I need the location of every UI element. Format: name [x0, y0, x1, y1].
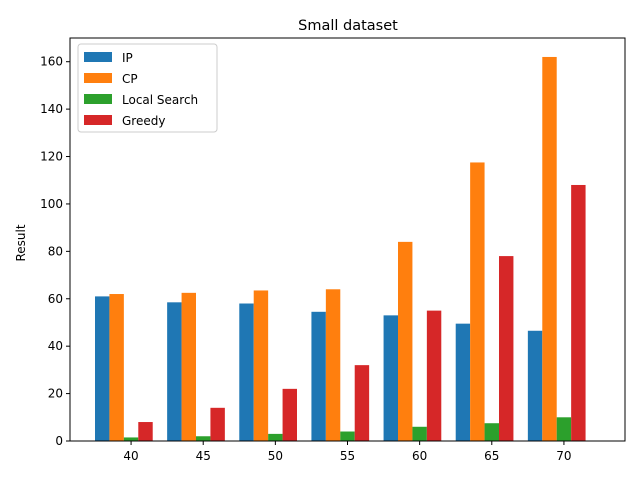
bar-cp-70: [542, 56, 557, 441]
bar-greedy-50: [282, 388, 297, 441]
y-tick-label: 160: [40, 55, 63, 69]
plot-area-frame: [69, 37, 626, 442]
x-tick-label: 40: [123, 449, 138, 463]
bar-ip-55: [311, 311, 326, 441]
y-tick-label: 120: [40, 150, 63, 164]
bar-greedy-60: [426, 310, 442, 441]
bar-ip-65: [455, 323, 471, 441]
y-tick-label: 100: [40, 197, 63, 211]
bar-greedy-45: [210, 407, 225, 441]
legend-swatch-cp: [84, 73, 112, 83]
bar-cp-40: [109, 294, 124, 441]
chart-title: Small dataset: [298, 18, 398, 34]
y-axis-label: Result: [14, 224, 28, 261]
y-tick-label: 0: [55, 434, 63, 448]
x-axis-ticks: 40 45 50 55 60 65 70: [123, 441, 572, 463]
bar-greedy-55: [354, 365, 370, 441]
legend: IP CP Local Search Greedy: [77, 43, 218, 133]
y-tick-label: 80: [48, 244, 63, 258]
y-axis-ticks: 0 20 40 60 80 100 120 140 160: [40, 55, 70, 448]
x-tick-label: 50: [268, 449, 283, 463]
bar-ip-45: [167, 302, 182, 441]
bar-local-search-45: [196, 436, 211, 441]
bar-greedy-65: [499, 256, 514, 441]
bar-ip-70: [527, 330, 543, 441]
legend-frame: [77, 43, 218, 133]
x-tick-label: 65: [484, 449, 499, 463]
bar-cp-55: [325, 289, 341, 441]
x-tick-label: 45: [196, 449, 211, 463]
y-tick-label: 20: [48, 387, 63, 401]
legend-swatch-ip: [84, 52, 112, 62]
bar-cp-60: [398, 241, 413, 441]
bar-cp-45: [181, 292, 196, 441]
y-tick-label: 60: [48, 292, 63, 306]
legend-swatch-local-search: [84, 94, 112, 104]
bar-local-search-70: [556, 417, 572, 441]
legend-swatch-greedy: [84, 115, 112, 125]
bar-cp-65: [470, 162, 485, 442]
bar-cp-50: [253, 290, 269, 441]
bar-ip-50: [239, 303, 254, 441]
legend-label-local-search: Local Search: [122, 93, 198, 107]
legend-label-ip: IP: [122, 51, 133, 65]
bar-local-search-40: [123, 437, 139, 441]
x-tick-label: 70: [556, 449, 571, 463]
x-tick-label: 55: [340, 449, 355, 463]
legend-label-cp: CP: [122, 72, 138, 86]
bar-local-search-55: [340, 431, 355, 441]
bar-local-search-50: [268, 433, 283, 441]
y-tick-label: 140: [40, 102, 63, 116]
bar-local-search-60: [412, 426, 427, 441]
bar-ip-60: [383, 315, 398, 441]
bar-ip-40: [95, 296, 110, 441]
legend-label-greedy: Greedy: [122, 114, 165, 128]
y-tick-label: 40: [48, 339, 63, 353]
bar-greedy-70: [571, 184, 586, 441]
bar-local-search-65: [484, 423, 499, 441]
bars-group: [95, 56, 586, 442]
x-tick-label: 60: [412, 449, 427, 463]
bar-greedy-40: [138, 422, 153, 441]
